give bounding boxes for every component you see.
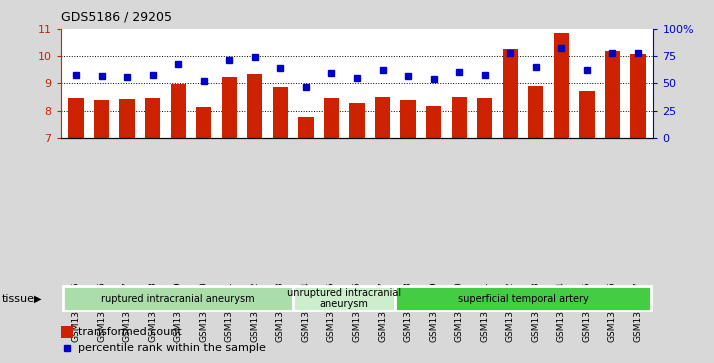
Bar	[171, 84, 186, 138]
Text: GSM1306887: GSM1306887	[123, 281, 131, 342]
Text: ▶: ▶	[34, 294, 42, 303]
Bar	[375, 97, 391, 138]
Bar	[630, 54, 645, 138]
Bar	[298, 117, 313, 138]
Text: GSM1306894: GSM1306894	[301, 281, 311, 342]
Text: GSM1306890: GSM1306890	[199, 281, 208, 342]
Bar	[426, 106, 441, 138]
Text: GSM1306888: GSM1306888	[148, 281, 157, 342]
Bar	[61, 326, 73, 338]
Bar	[196, 107, 211, 138]
Bar	[401, 100, 416, 138]
Bar	[145, 98, 161, 138]
Bar	[273, 87, 288, 138]
Text: GSM1306901: GSM1306901	[481, 281, 489, 342]
Text: GSM1306895: GSM1306895	[327, 281, 336, 342]
Text: GSM1306905: GSM1306905	[583, 281, 591, 342]
Text: GSM1306885: GSM1306885	[71, 281, 81, 342]
Text: GSM1306897: GSM1306897	[378, 281, 387, 342]
Text: GSM1306898: GSM1306898	[403, 281, 413, 342]
Text: percentile rank within the sample: percentile rank within the sample	[79, 343, 266, 352]
Bar	[503, 49, 518, 138]
Text: ruptured intracranial aneurysm: ruptured intracranial aneurysm	[101, 294, 255, 303]
Text: unruptured intracranial
aneurysm: unruptured intracranial aneurysm	[287, 288, 401, 309]
Bar	[451, 97, 467, 138]
Text: GSM1306907: GSM1306907	[633, 281, 643, 342]
Bar	[553, 33, 569, 138]
Bar	[605, 52, 620, 138]
Bar	[119, 99, 135, 138]
Bar	[323, 98, 339, 138]
Bar	[69, 98, 84, 138]
Text: GSM1306904: GSM1306904	[557, 281, 566, 342]
FancyBboxPatch shape	[396, 286, 650, 311]
Text: GSM1306906: GSM1306906	[608, 281, 617, 342]
Text: GSM1306892: GSM1306892	[251, 281, 259, 342]
Bar	[579, 91, 595, 138]
Text: GSM1306886: GSM1306886	[97, 281, 106, 342]
Bar	[221, 77, 237, 138]
Text: superficial temporal artery: superficial temporal artery	[458, 294, 588, 303]
Text: GSM1306896: GSM1306896	[353, 281, 361, 342]
Text: GSM1306899: GSM1306899	[429, 281, 438, 342]
Text: GSM1306900: GSM1306900	[455, 281, 463, 342]
Text: tissue: tissue	[1, 294, 34, 303]
Text: transformed count: transformed count	[79, 327, 182, 337]
Text: GSM1306889: GSM1306889	[174, 281, 183, 342]
Text: GSM1306903: GSM1306903	[531, 281, 540, 342]
Bar	[247, 74, 263, 138]
Text: GSM1306891: GSM1306891	[225, 281, 233, 342]
Bar	[477, 98, 493, 138]
Bar	[528, 86, 543, 138]
FancyBboxPatch shape	[64, 286, 293, 311]
Text: GSM1306902: GSM1306902	[506, 281, 515, 342]
Text: GDS5186 / 29205: GDS5186 / 29205	[61, 11, 171, 24]
Text: GSM1306893: GSM1306893	[276, 281, 285, 342]
FancyBboxPatch shape	[293, 286, 396, 311]
Bar	[94, 100, 109, 138]
Bar	[349, 103, 365, 138]
